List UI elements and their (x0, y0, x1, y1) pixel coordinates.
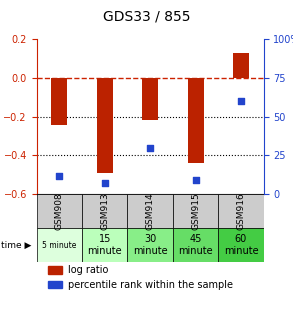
FancyBboxPatch shape (37, 228, 82, 262)
FancyBboxPatch shape (37, 194, 82, 228)
FancyBboxPatch shape (173, 228, 218, 262)
Point (148, 145, 152, 150)
Bar (48, 281, 62, 288)
Bar (97, 78, 113, 173)
Text: GSM913: GSM913 (100, 192, 109, 230)
Text: 15
minute: 15 minute (87, 234, 122, 256)
Text: GSM908: GSM908 (55, 192, 64, 230)
FancyBboxPatch shape (82, 228, 127, 262)
Bar (233, 53, 249, 78)
FancyBboxPatch shape (127, 194, 173, 228)
FancyBboxPatch shape (173, 194, 218, 228)
Text: GDS33 / 855: GDS33 / 855 (103, 10, 190, 24)
Text: GSM914: GSM914 (146, 192, 155, 230)
Text: percentile rank within the sample: percentile rank within the sample (69, 280, 234, 290)
Point (57, 173, 62, 178)
Point (103, 181, 107, 186)
Text: log ratio: log ratio (69, 265, 109, 275)
Bar (48, 266, 62, 274)
Bar (51, 78, 67, 126)
FancyBboxPatch shape (82, 194, 127, 228)
FancyBboxPatch shape (127, 228, 173, 262)
Text: 45
minute: 45 minute (178, 234, 213, 256)
Bar (142, 78, 158, 120)
Point (193, 178, 198, 183)
Text: 30
minute: 30 minute (133, 234, 168, 256)
Text: 60
minute: 60 minute (224, 234, 258, 256)
Text: GSM916: GSM916 (236, 192, 246, 230)
FancyBboxPatch shape (218, 194, 264, 228)
Point (239, 99, 243, 104)
Text: 5 minute: 5 minute (42, 241, 76, 250)
Text: time ▶: time ▶ (1, 241, 31, 250)
Bar (188, 78, 204, 163)
Text: GSM915: GSM915 (191, 192, 200, 230)
FancyBboxPatch shape (218, 228, 264, 262)
